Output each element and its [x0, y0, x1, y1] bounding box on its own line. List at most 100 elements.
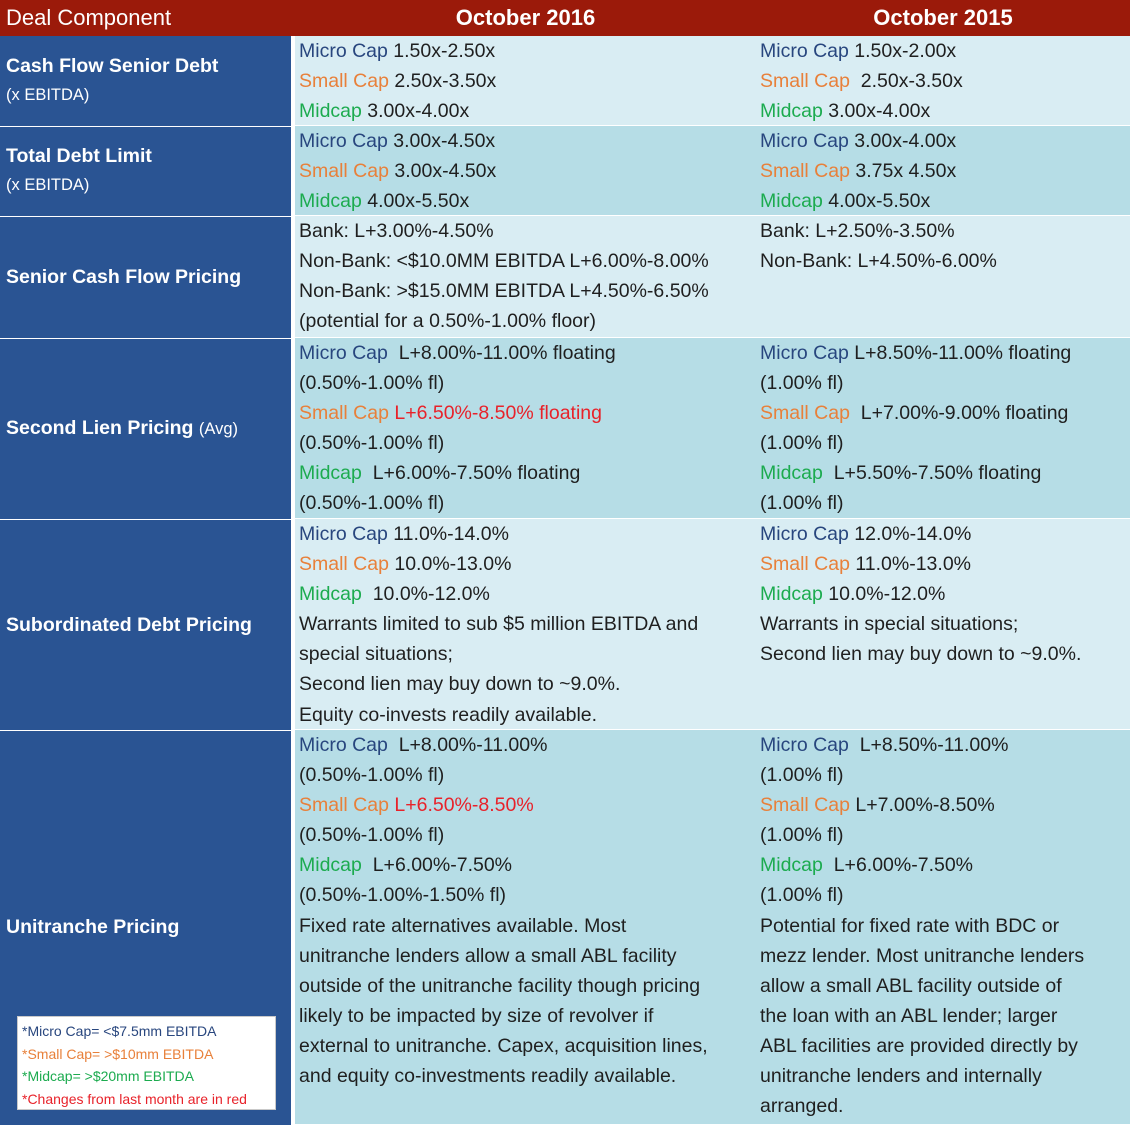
cash-flow-2015-micro: Micro Cap 1.50x-2.00x — [760, 36, 1130, 66]
floor-note: (0.50%-1.00% fl) — [299, 492, 445, 515]
cell-senior-pricing-2015: Bank: L+2.50%-3.50% Non-Bank: L+4.50%-6.… — [756, 216, 1130, 338]
changed-value: L+6.50%-8.50% floating — [388, 402, 602, 425]
label-cash-flow-text: Cash Flow Senior Debt — [6, 55, 219, 77]
cell-cash-flow-2015: Micro Cap 1.50x-2.00x Small Cap 2.50x-3.… — [756, 36, 1130, 126]
cell-senior-pricing-2016: Bank: L+3.00%-4.50% Non-Bank: <$10.0MM E… — [295, 216, 756, 338]
total-debt-2016-mid: Midcap 4.00x-5.50x — [299, 186, 756, 216]
midcap-label: Midcap — [760, 190, 823, 213]
subordinated-2016-micro: Micro Cap 11.0%-14.0% — [299, 519, 756, 549]
unitranche-2015-micro: Micro Cap L+8.50%-11.00% — [760, 730, 1130, 760]
cell-total-debt-2015: Micro Cap 3.00x-4.00x Small Cap 3.75x 4.… — [756, 126, 1130, 216]
value: 10.0%-12.0% — [822, 583, 946, 606]
label-total-debt-text: Total Debt Limit — [6, 145, 152, 167]
row-labels-column: Cash Flow Senior Debt (x EBITDA) Total D… — [0, 36, 293, 1125]
value: 3.00x-4.50x — [387, 130, 496, 152]
cell-subordinated-2015: Micro Cap 12.0%-14.0% Small Cap 11.0%-13… — [756, 519, 1130, 730]
unitranche-2015-small: Small Cap L+7.00%-8.50% — [760, 790, 1130, 820]
floor-note: (0.50%-1.00% fl) — [299, 432, 445, 455]
senior-pricing-line: Non-Bank: <$10.0MM EBITDA L+6.00%-8.00% — [299, 250, 709, 273]
note-line: allow a small ABL facility outside of — [760, 974, 1062, 997]
value: L+8.00%-11.00% floating — [387, 342, 616, 364]
floor-note: (1.00% fl) — [760, 824, 844, 847]
floor-note: (0.50%-1.00%-1.50% fl) — [299, 884, 507, 907]
subordinated-2015-micro: Micro Cap 12.0%-14.0% — [760, 519, 1130, 549]
floor-note: (1.00% fl) — [760, 492, 844, 515]
note-line: special situations; — [299, 643, 453, 666]
header-october-2015: October 2015 — [756, 0, 1130, 36]
value: 2.50x-3.50x — [849, 70, 963, 93]
small-cap-label: Small Cap — [760, 402, 850, 425]
value: 3.00x-4.00x — [822, 100, 931, 123]
note-line: likely to be impacted by size of revolve… — [299, 1004, 654, 1027]
senior-pricing-line: Non-Bank: L+4.50%-6.00% — [760, 250, 997, 273]
small-cap-label: Small Cap — [760, 70, 850, 93]
senior-pricing-line: (potential for a 0.50%-1.00% floor) — [299, 310, 596, 333]
note-line: Equity co-invests readily available. — [299, 703, 598, 726]
micro-cap-label: Micro Cap — [299, 734, 388, 756]
second-lien-2015-small: Small Cap L+7.00%-9.00% floating — [760, 398, 1130, 428]
subordinated-2015-mid: Midcap 10.0%-12.0% — [760, 579, 1130, 609]
senior-pricing-line: Bank: L+3.00%-4.50% — [299, 220, 494, 242]
value: L+6.00%-7.50% floating — [361, 462, 581, 485]
cash-flow-2016-micro: Micro Cap 1.50x-2.50x — [299, 36, 756, 66]
note-line: external to unitranche. Capex, acquisiti… — [299, 1034, 708, 1057]
midcap-label: Midcap — [760, 583, 823, 606]
value: L+5.50%-7.50% floating — [822, 462, 1042, 485]
value: L+8.50%-11.00% — [848, 734, 1009, 756]
value: L+7.00%-9.00% floating — [849, 402, 1069, 425]
legend-changes: *Changes from last month are in red — [22, 1090, 247, 1107]
note-line: Second lien may buy down to ~9.0%. — [299, 673, 621, 696]
second-lien-2016-micro: Micro Cap L+8.00%-11.00% floating — [299, 338, 756, 368]
cash-flow-2015-small: Small Cap 2.50x-3.50x — [760, 66, 1130, 96]
micro-cap-label: Micro Cap — [760, 40, 849, 62]
value: 1.50x-2.00x — [848, 40, 957, 62]
note-line: Warrants limited to sub $5 million EBITD… — [299, 613, 699, 636]
small-cap-label: Small Cap — [299, 160, 389, 183]
cell-cash-flow-2016: Micro Cap 1.50x-2.50x Small Cap 2.50x-3.… — [295, 36, 756, 126]
second-lien-2015-mid: Midcap L+5.50%-7.50% floating — [760, 458, 1130, 488]
floor-note: (0.50%-1.00% fl) — [299, 824, 445, 847]
floor-note: (1.00% fl) — [760, 764, 844, 787]
row-divider — [0, 216, 293, 217]
legend-small-cap: *Small Cap= >$10mm EBITDA — [22, 1045, 214, 1062]
cell-unitranche-2016: Micro Cap L+8.00%-11.00% (0.50%-1.00% fl… — [295, 730, 756, 1125]
label-second-lien-text: Second Lien Pricing — [6, 417, 194, 439]
changed-value: L+6.50%-8.50% — [388, 794, 534, 817]
value: L+6.00%-7.50% — [822, 854, 974, 877]
value: L+8.00%-11.00% — [387, 734, 548, 756]
micro-cap-label: Micro Cap — [760, 734, 849, 756]
unitranche-2015-mid: Midcap L+6.00%-7.50% — [760, 850, 1130, 880]
senior-pricing-line: Non-Bank: >$15.0MM EBITDA L+4.50%-6.50% — [299, 280, 709, 303]
cash-flow-2016-mid: Midcap 3.00x-4.00x — [299, 96, 756, 126]
total-debt-2015-small: Small Cap 3.75x 4.50x — [760, 156, 1130, 186]
floor-note: (1.00% fl) — [760, 432, 844, 455]
midcap-label: Midcap — [299, 100, 362, 123]
note-line: Warrants in special situations; — [760, 613, 1019, 636]
small-cap-label: Small Cap — [299, 402, 389, 425]
legend-midcap: *Midcap= >$20mm EBITDA — [22, 1068, 194, 1084]
small-cap-label: Small Cap — [299, 70, 389, 93]
micro-cap-label: Micro Cap — [760, 130, 849, 152]
legend-box: *Micro Cap= <$7.5mm EBITDA *Small Cap= >… — [17, 1016, 276, 1110]
note-line: mezz lender. Most unitranche lenders — [760, 944, 1085, 967]
total-debt-2016-micro: Micro Cap 3.00x-4.50x — [299, 126, 756, 156]
row-divider — [0, 519, 293, 520]
total-debt-2015-micro: Micro Cap 3.00x-4.00x — [760, 126, 1130, 156]
subordinated-2015-small: Small Cap 11.0%-13.0% — [760, 549, 1130, 579]
midcap-label: Midcap — [299, 462, 362, 485]
floor-note: (1.00% fl) — [760, 884, 844, 907]
second-lien-2015-micro: Micro Cap L+8.50%-11.00% floating — [760, 338, 1130, 368]
cash-flow-2016-small: Small Cap 2.50x-3.50x — [299, 66, 756, 96]
cash-flow-2015-mid: Midcap 3.00x-4.00x — [760, 96, 1130, 126]
legend-micro-cap: *Micro Cap= <$7.5mm EBITDA — [22, 1023, 217, 1039]
label-subordinated-debt-pricing: Subordinated Debt Pricing — [6, 614, 252, 636]
label-total-debt-limit: Total Debt Limit (x EBITDA) — [6, 141, 287, 199]
small-cap-label: Small Cap — [299, 794, 389, 817]
note-line: ABL facilities are provided directly by — [760, 1034, 1078, 1057]
header-october-2016: October 2016 — [295, 0, 756, 36]
midcap-label: Midcap — [760, 854, 823, 877]
micro-cap-label: Micro Cap — [760, 342, 849, 364]
label-second-lien-sub: (Avg) — [198, 420, 238, 438]
note-line: unitranche lenders allow a small ABL fac… — [299, 944, 677, 967]
cell-second-lien-2016: Micro Cap L+8.00%-11.00% floating (0.50%… — [295, 338, 756, 519]
